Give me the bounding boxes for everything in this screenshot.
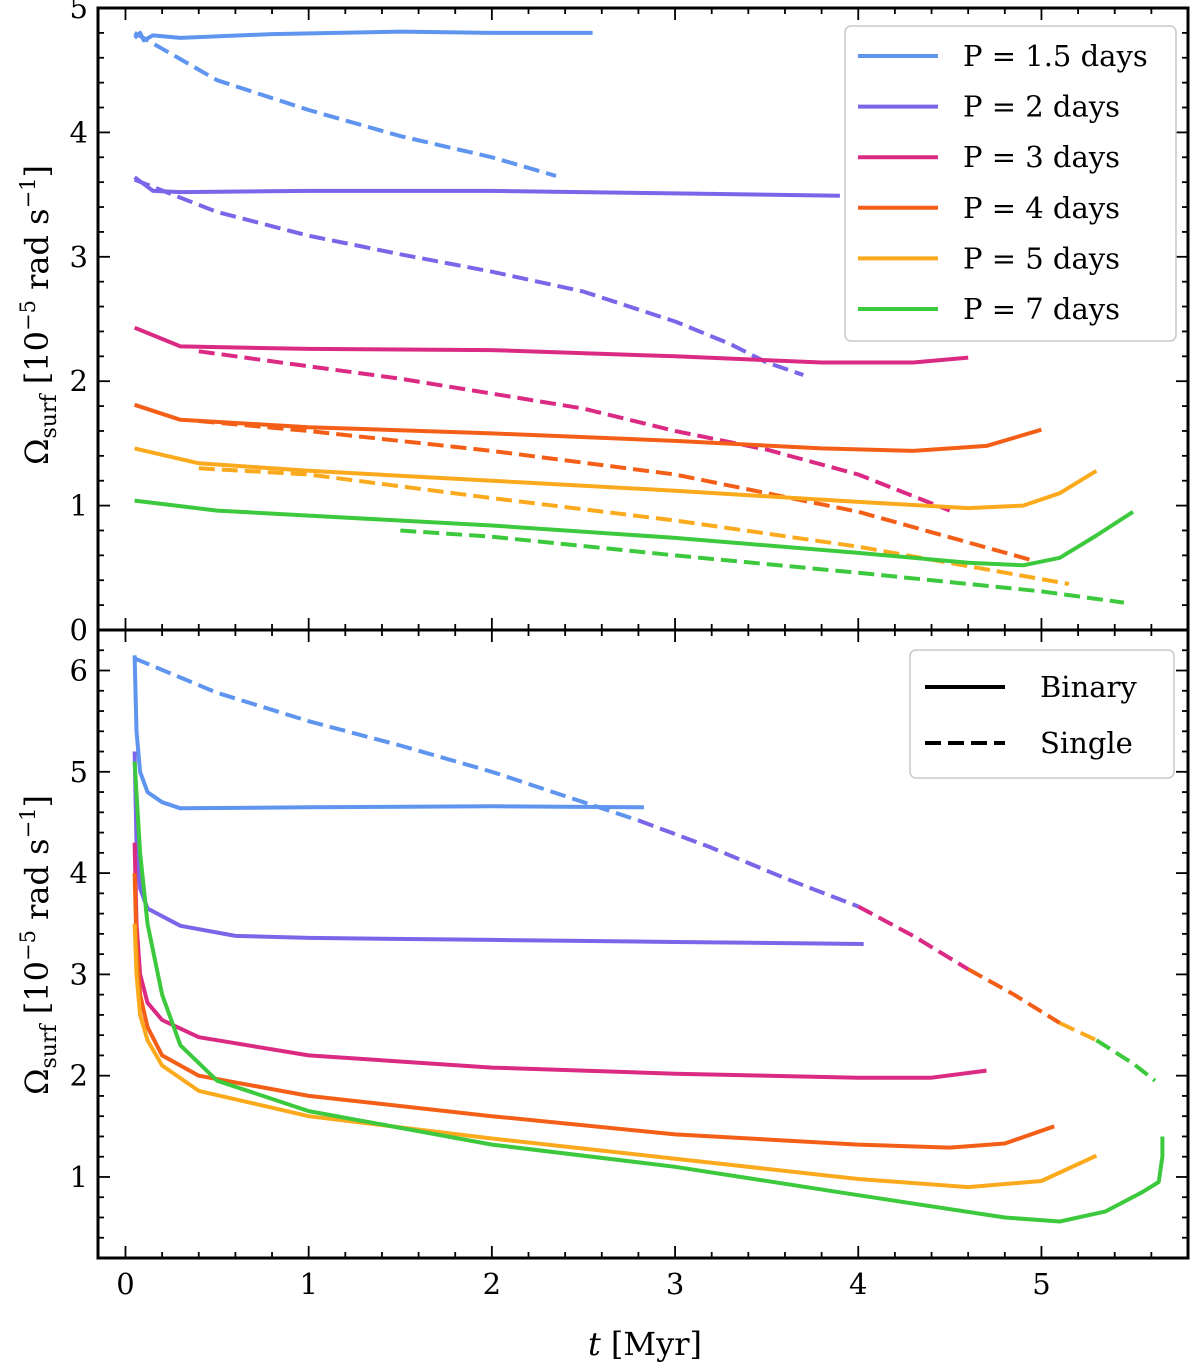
- legend-label: Binary: [1040, 670, 1137, 704]
- bottom-series-binary-P5-line: [132, 923, 1098, 1190]
- legend-label: P = 2 days: [963, 90, 1120, 124]
- bottom-series-binary-P2-line: [132, 751, 864, 946]
- x-tick-label: 0: [116, 1267, 134, 1301]
- top-y-tick-label: 0: [70, 613, 88, 647]
- x-tick-label: 5: [1032, 1267, 1050, 1301]
- x-axis-label-var: t: [588, 1325, 601, 1363]
- bottom-series-single-P1_5-line: [133, 656, 640, 823]
- top-y-tick-label: 2: [70, 364, 88, 398]
- bottom-series-group: [132, 655, 1165, 1224]
- x-axis-label-unit: [Myr]: [611, 1325, 702, 1363]
- bottom-y-axis-label: Ωsurf [10−5 rad s−1]: [16, 795, 62, 1095]
- bottom-series-single-P4-line: [967, 967, 1061, 1025]
- bottom-series-binary-P7-line: [132, 761, 1165, 1224]
- legend-label: P = 1.5 days: [963, 39, 1148, 73]
- top-series-group: [133, 29, 1135, 605]
- bottom-y-tick-label: 5: [70, 755, 88, 789]
- top-legend: P = 1.5 days P = 2 days P = 3 days P = 4 da…: [844, 25, 1177, 342]
- bottom-series-single-P3-line: [857, 904, 970, 972]
- bottom-x-ticks: [124, 630, 1189, 1258]
- bottom-panel: 1 2 3 4 5 6 0 1 2 3 4 5 Binary Single: [70, 628, 1190, 1301]
- bottom-y-tick-label: 1: [70, 1160, 88, 1194]
- legend-label: Single: [1040, 726, 1133, 760]
- x-tick-label: 3: [666, 1267, 684, 1301]
- bottom-y-tick-label: 2: [70, 1059, 88, 1093]
- top-series-single-P1_5-line: [133, 31, 557, 178]
- top-series-binary-P3-line: [133, 325, 969, 365]
- bottom-series-binary-P1_5-line: [132, 655, 644, 811]
- bottom-y-tick-label: 6: [70, 654, 88, 688]
- x-tick-label: 4: [849, 1267, 867, 1301]
- legend-label: P = 5 days: [963, 241, 1120, 275]
- legend-label: P = 3 days: [963, 140, 1120, 174]
- legend-box: [909, 649, 1175, 779]
- top-series-single-P3-line: [198, 349, 951, 513]
- bottom-y-tick-label: 4: [70, 856, 88, 890]
- top-y-tick-label: 5: [70, 0, 88, 25]
- bottom-series-single-P2-line: [637, 818, 860, 909]
- bottom-series-single-P7-line: [1095, 1038, 1157, 1083]
- top-y-ticks: [98, 7, 1188, 631]
- top-y-axis-label: Ωsurf [10−5 rad s−1]: [16, 165, 62, 465]
- top-y-tick-label: 3: [70, 240, 88, 274]
- top-series-binary-P2-line: [133, 175, 840, 198]
- top-series-single-P5-line: [198, 466, 1070, 586]
- x-axis-label: t [Myr]: [588, 1325, 702, 1363]
- top-series-binary-P1_5-line: [133, 29, 593, 43]
- top-series-single-P4-line: [198, 419, 1033, 563]
- bottom-series-binary-P3-line: [132, 842, 987, 1080]
- bottom-y-ticks: [98, 629, 1188, 1259]
- bottom-axes-frame: [96, 628, 1190, 1260]
- legend-label: P = 4 days: [963, 191, 1120, 225]
- x-tick-label: 1: [299, 1267, 317, 1301]
- bottom-series-single-P5-line: [1058, 1021, 1098, 1043]
- top-y-tick-label: 1: [70, 489, 88, 523]
- top-y-tick-label: 4: [70, 115, 88, 149]
- top-series-single-P2-line: [133, 177, 804, 377]
- top-series-single-P7-line: [400, 528, 1125, 605]
- bottom-legend: Binary Single: [909, 649, 1175, 779]
- bottom-y-tick-label: 3: [70, 957, 88, 991]
- top-series-binary-P5-line: [134, 446, 1098, 511]
- x-tick-label: 2: [483, 1267, 501, 1301]
- top-series-binary-P7-line: [134, 498, 1135, 568]
- legend-label: P = 7 days: [963, 292, 1120, 326]
